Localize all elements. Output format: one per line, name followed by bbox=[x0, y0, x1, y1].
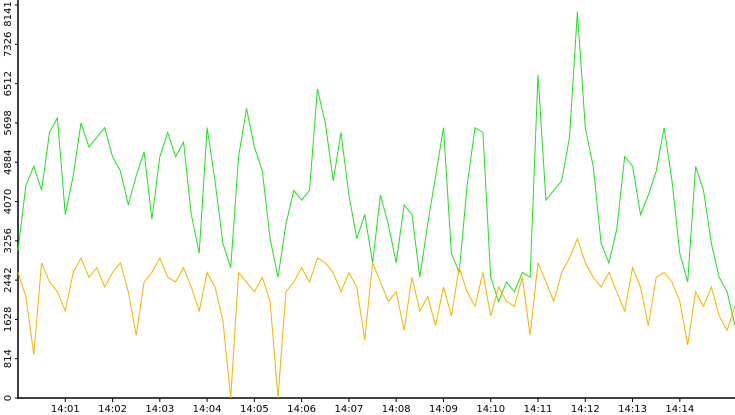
y-tick-label: 8141 bbox=[3, 1, 14, 26]
x-tick-label: 14:08 bbox=[382, 404, 411, 415]
x-tick-label: 14:03 bbox=[145, 404, 174, 415]
y-tick-label: 4884 bbox=[3, 150, 14, 175]
x-tick-label: 14:09 bbox=[429, 404, 458, 415]
y-tick-label: 3256 bbox=[3, 228, 14, 253]
x-tick-label: 14:05 bbox=[240, 404, 269, 415]
y-tick-label: 5698 bbox=[3, 110, 14, 135]
x-tick-label: 14:02 bbox=[98, 404, 127, 415]
y-tick-label: 814 bbox=[3, 349, 14, 368]
data-line bbox=[17, 11, 735, 326]
x-tick-label: 14:13 bbox=[618, 404, 647, 415]
data-line bbox=[17, 237, 735, 399]
x-tick-label: 14:01 bbox=[51, 404, 80, 415]
y-tick-label: 2442 bbox=[3, 267, 14, 292]
y-tick-label: 0 bbox=[3, 395, 14, 401]
x-tick-label: 14:06 bbox=[287, 404, 316, 415]
x-tick-label: 14:04 bbox=[193, 404, 222, 415]
x-tick-label: 14:07 bbox=[335, 404, 364, 415]
x-tick-label: 14:14 bbox=[665, 404, 694, 415]
y-tick-label: 4070 bbox=[3, 189, 14, 214]
y-tick-label: 1628 bbox=[3, 307, 14, 332]
x-tick-label: 14:11 bbox=[524, 404, 553, 415]
x-tick-label: 14:12 bbox=[571, 404, 600, 415]
y-tick-label: 6512 bbox=[3, 71, 14, 96]
y-tick-label: 7326 bbox=[3, 32, 14, 57]
x-tick-label: 14:10 bbox=[476, 404, 505, 415]
